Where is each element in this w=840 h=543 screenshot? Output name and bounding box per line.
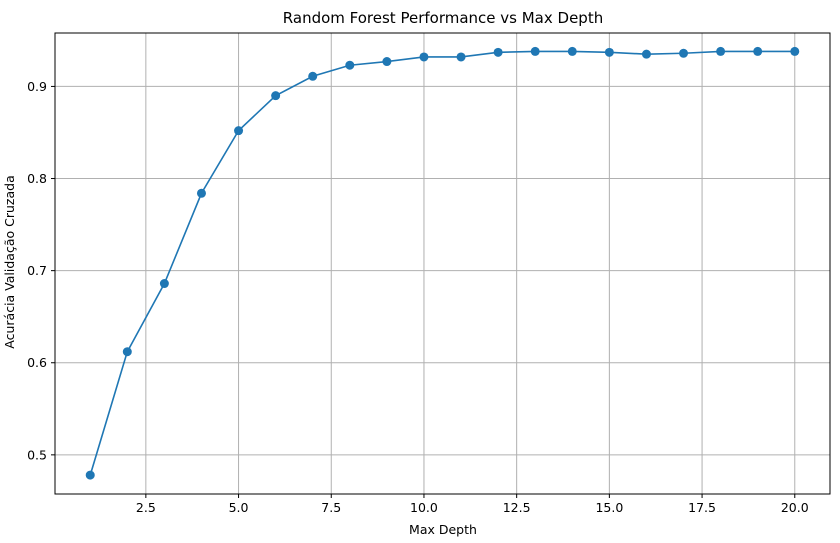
grid [55, 33, 830, 494]
y-tick-label: 0.6 [27, 355, 47, 370]
x-tick-label: 7.5 [321, 500, 341, 515]
data-point [122, 347, 132, 357]
x-axis: 2.5 5.0 7.5 10.0 12.5 15.0 17.5 20.0 [136, 494, 809, 515]
plot-frame [54, 32, 831, 495]
data-point [530, 46, 540, 56]
y-tick-label: 0.7 [27, 263, 47, 278]
series-layer [89, 50, 795, 476]
x-tick-label: 12.5 [503, 500, 531, 515]
data-point [679, 48, 689, 58]
x-tick-label: 10.0 [410, 500, 438, 515]
x-tick-label: 15.0 [595, 500, 623, 515]
y-tick-label: 0.8 [27, 171, 47, 186]
y-tick-label: 0.9 [27, 79, 47, 94]
data-point [567, 46, 577, 56]
chart-title: Random Forest Performance vs Max Depth [283, 9, 603, 27]
points-layer [85, 46, 800, 480]
data-point [382, 57, 392, 67]
data-point [159, 279, 169, 289]
data-point [604, 47, 614, 57]
data-point [493, 47, 503, 57]
y-tick-label: 0.5 [27, 447, 47, 462]
data-point [234, 126, 244, 136]
data-point [345, 60, 355, 70]
data-point [790, 46, 800, 56]
x-tick-label: 2.5 [136, 500, 156, 515]
data-point [641, 49, 651, 59]
y-axis-label: Acurácia Validação Cruzada [2, 175, 17, 348]
x-tick-label: 5.0 [229, 500, 249, 515]
data-point [716, 46, 726, 56]
data-point [85, 470, 95, 480]
data-point [456, 52, 466, 62]
x-tick-label: 20.0 [781, 500, 809, 515]
data-point [196, 188, 206, 198]
x-tick-label: 17.5 [688, 500, 716, 515]
data-point [308, 71, 318, 81]
data-point [753, 46, 763, 56]
data-point [419, 52, 429, 62]
data-point [271, 91, 281, 101]
series-line [89, 50, 795, 476]
x-axis-label: Max Depth [409, 522, 477, 537]
y-axis: 0.5 0.6 0.7 0.8 0.9 [27, 79, 55, 462]
